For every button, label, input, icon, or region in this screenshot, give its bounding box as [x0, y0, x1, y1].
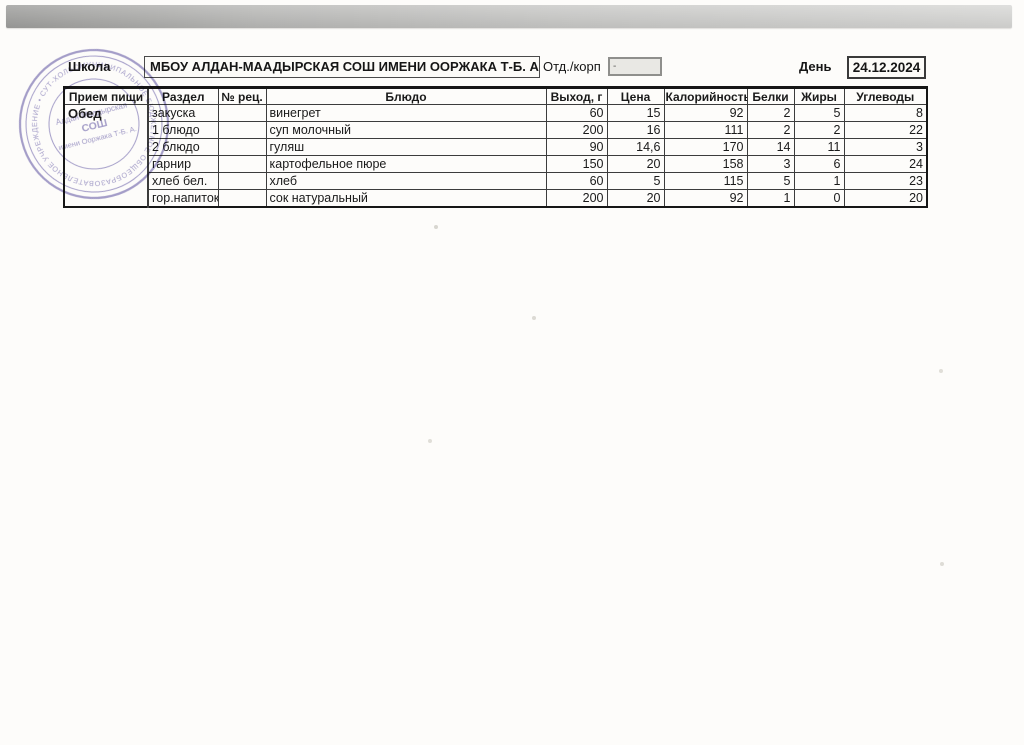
cena-cell: 20 [606, 155, 665, 173]
kal-cell: 170 [663, 138, 748, 156]
dish-cell: винегрет [265, 104, 547, 122]
belki-cell: 5 [746, 172, 795, 190]
col-razdel: Раздел [147, 87, 219, 105]
uglevody-cell: 23 [843, 172, 928, 190]
rec-cell [217, 138, 267, 156]
vyhod-cell: 200 [545, 121, 608, 139]
school-name-box: МБОУ АЛДАН-МААДЫРСКАЯ СОШ ИМЕНИ ООРЖАКА … [144, 56, 540, 78]
dish-cell: гуляш [265, 138, 547, 156]
col-vyhod: Выход, г [545, 87, 608, 105]
col-uglevody: Углеводы [843, 87, 928, 105]
dish-cell: картофельное пюре [265, 155, 547, 173]
table-row: 1 блюдо суп молочный 200 16 111 2 2 22 [64, 121, 928, 139]
col-rec: № рец. [217, 87, 267, 105]
cena-cell: 20 [606, 189, 665, 207]
dish-cell: сок натуральный [265, 189, 547, 207]
table-row: хлеб бел. хлеб 60 5 115 5 1 23 [64, 172, 928, 190]
meal-name-cell: Обед [63, 104, 149, 207]
cena-cell: 15 [606, 104, 665, 122]
kal-cell: 92 [663, 104, 748, 122]
col-belki: Белки [746, 87, 795, 105]
cena-cell: 5 [606, 172, 665, 190]
rec-cell [217, 189, 267, 207]
uglevody-cell: 8 [843, 104, 928, 122]
rec-cell [217, 121, 267, 139]
paper-specks [0, 0, 2, 2]
kal-cell: 115 [663, 172, 748, 190]
zhiry-cell: 5 [793, 104, 845, 122]
dept-label: Отд./корп [543, 59, 601, 74]
belki-cell: 14 [746, 138, 795, 156]
date-value: 24.12.2024 [852, 60, 921, 75]
uglevody-cell: 24 [843, 155, 928, 173]
belki-cell: 2 [746, 121, 795, 139]
belki-cell: 1 [746, 189, 795, 207]
uglevody-cell: 20 [843, 189, 928, 207]
col-blyudo: Блюдо [265, 87, 547, 105]
zhiry-cell: 1 [793, 172, 845, 190]
razdel-cell: гор.напиток [147, 189, 219, 207]
col-cena: Цена [606, 87, 665, 105]
kal-cell: 158 [663, 155, 748, 173]
scanner-edge-strip [6, 5, 1012, 28]
day-label: День [799, 59, 832, 74]
cena-cell: 14,6 [606, 138, 665, 156]
zhiry-cell: 11 [793, 138, 845, 156]
belki-cell: 2 [746, 104, 795, 122]
rec-cell [217, 104, 267, 122]
kal-cell: 111 [663, 121, 748, 139]
dish-cell: суп молочный [265, 121, 547, 139]
vyhod-cell: 60 [545, 172, 608, 190]
razdel-cell: закуска [147, 104, 219, 122]
cena-cell: 16 [606, 121, 665, 139]
razdel-cell: гарнир [147, 155, 219, 173]
dish-cell: хлеб [265, 172, 547, 190]
table-row: гор.напиток сок натуральный 200 20 92 1 … [64, 189, 928, 207]
vyhod-cell: 60 [545, 104, 608, 122]
belki-cell: 3 [746, 155, 795, 173]
zhiry-cell: 6 [793, 155, 845, 173]
rec-cell [217, 172, 267, 190]
zhiry-cell: 0 [793, 189, 845, 207]
table-header-row: Прием пищи Раздел № рец. Блюдо Выход, г … [63, 87, 928, 105]
menu-table: Прием пищи Раздел № рец. Блюдо Выход, г … [63, 86, 928, 208]
razdel-cell: 1 блюдо [147, 121, 219, 139]
dept-value-box: - [608, 57, 662, 76]
vyhod-cell: 200 [545, 189, 608, 207]
school-name: МБОУ АЛДАН-МААДЫРСКАЯ СОШ ИМЕНИ ООРЖАКА … [150, 59, 540, 74]
table-row: 2 блюдо гуляш 90 14,6 170 14 11 3 [64, 138, 928, 156]
kal-cell: 92 [663, 189, 748, 207]
dept-value: - [613, 61, 617, 72]
uglevody-cell: 22 [843, 121, 928, 139]
col-priem-pischi: Прием пищи [63, 87, 149, 105]
razdel-cell: 2 блюдо [147, 138, 219, 156]
zhiry-cell: 2 [793, 121, 845, 139]
uglevody-cell: 3 [843, 138, 928, 156]
vyhod-cell: 150 [545, 155, 608, 173]
col-kaloriynost: Калорийность [663, 87, 748, 105]
table-row: гарнир картофельное пюре 150 20 158 3 6 … [64, 155, 928, 173]
table-row: Обед закуска винегрет 60 15 92 2 5 8 [63, 104, 928, 207]
school-label: Школа [68, 59, 111, 74]
razdel-cell: хлеб бел. [147, 172, 219, 190]
col-zhiry: Жиры [793, 87, 845, 105]
date-box: 24.12.2024 [847, 56, 926, 79]
rec-cell [217, 155, 267, 173]
vyhod-cell: 90 [545, 138, 608, 156]
